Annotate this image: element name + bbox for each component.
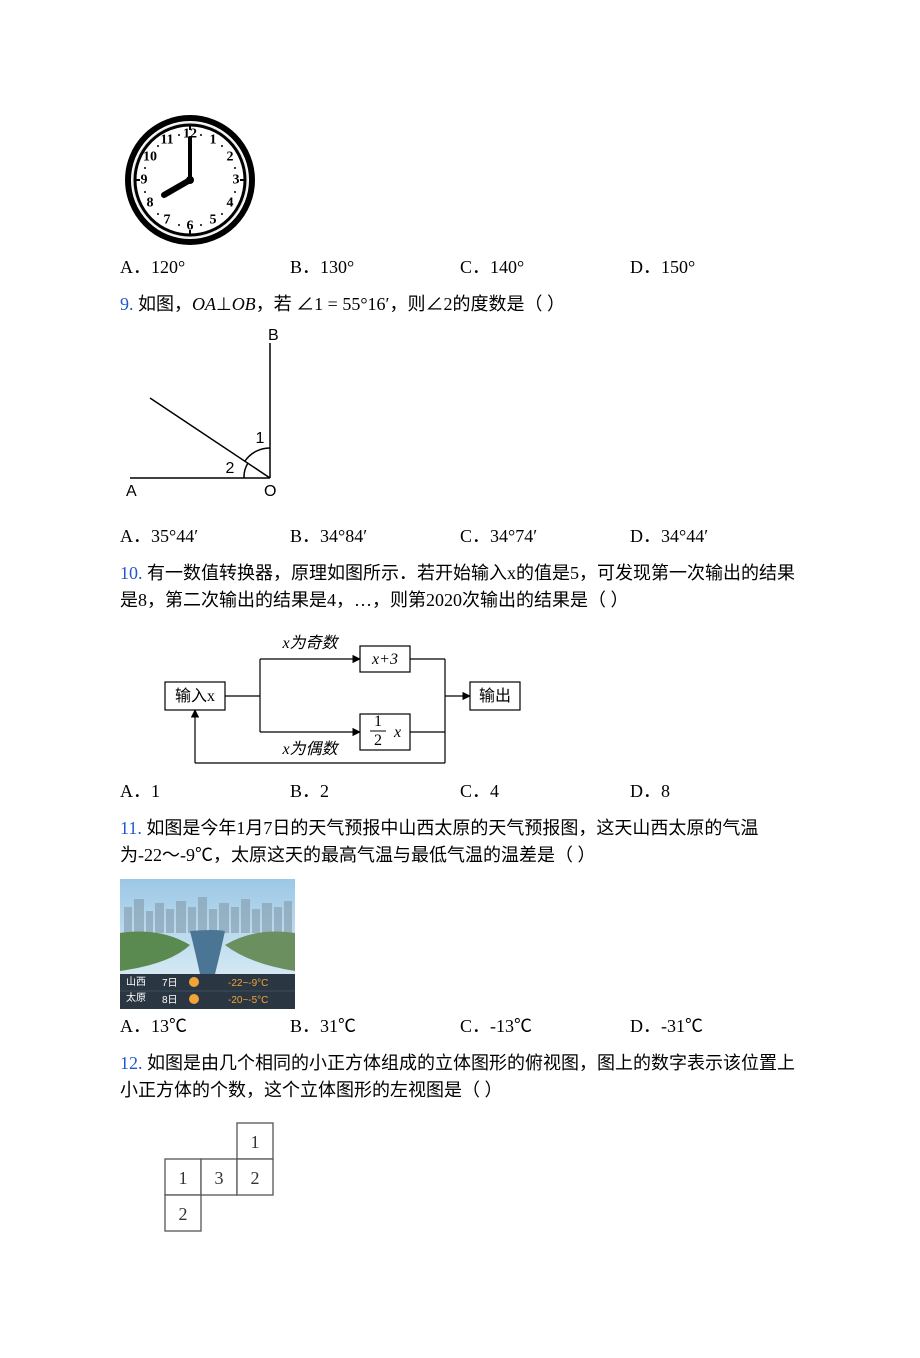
svg-text:3: 3: [215, 1168, 224, 1188]
flow-input-label: 输入x: [175, 687, 215, 705]
q9-label-2: 2: [226, 460, 235, 477]
weather-date2: 8日: [162, 995, 178, 1006]
q8-options: A．120° B．130° C．140° D．150°: [120, 254, 800, 281]
q11-number: 11.: [120, 818, 142, 838]
svg-text:2: 2: [227, 150, 234, 165]
q8-option-b: B．130°: [290, 254, 460, 281]
q9-part3: OB: [232, 294, 256, 314]
q10-option-d: D．8: [630, 778, 800, 805]
flowchart-figure: 输入x x为奇数 x+3 x为偶数 1 2 x 输出: [160, 628, 530, 768]
flow-output-label: 输出: [479, 687, 511, 705]
q11-option-b: B．31℃: [290, 1013, 460, 1040]
q10-option-b: B．2: [290, 778, 460, 805]
q9-part0: 如图，: [138, 294, 192, 314]
q8-option-d: D．150°: [630, 254, 800, 281]
q12-text: 12. 如图是由几个相同的小正方体组成的立体图形的俯视图，图上的数字表示该位置上…: [120, 1050, 800, 1104]
svg-text:1: 1: [210, 133, 217, 148]
flow-even-den: 2: [374, 732, 382, 749]
weather-city1: 山西: [126, 976, 146, 988]
q8-option-c: C．140°: [460, 254, 630, 281]
weather-temp2: -20~-5°C: [228, 995, 268, 1006]
weather-temp1: -22~-9°C: [228, 978, 268, 989]
q9-text: 9. 如图，OA⊥OB，若 ∠1 = 55°16′，则∠2的度数是（ ）: [120, 291, 800, 318]
q10-options: A．1 B．2 C．4 D．8: [120, 778, 800, 805]
svg-text:2: 2: [179, 1204, 188, 1224]
angle-figure: B 1 2 A O: [120, 328, 320, 503]
q11-option-d: D．-31℃: [630, 1013, 800, 1040]
q10-text: 10. 有一数值转换器，原理如图所示．若开始输入x的值是5，可发现第一次输出的结…: [120, 560, 800, 614]
q12-body: 如图是由几个相同的小正方体组成的立体图形的俯视图，图上的数字表示该位置上小正方体…: [120, 1053, 795, 1100]
q11-option-c: C．-13℃: [460, 1013, 630, 1040]
q9-option-d: D．34°44′: [630, 523, 800, 550]
flow-odd-op: x+3: [371, 651, 398, 668]
weather-figure: 山西 太原 7日 -22~-9°C 8日 -20~-5°C: [120, 879, 295, 1009]
q9-option-b: B．34°84′: [290, 523, 460, 550]
svg-text:9: 9: [141, 173, 148, 188]
q9-label-A: A: [126, 483, 137, 500]
q10-body: 有一数值转换器，原理如图所示．若开始输入x的值是5，可发现第一次输出的结果是8，…: [120, 563, 795, 610]
q11-option-a: A．13℃: [120, 1013, 290, 1040]
svg-text:3: 3: [233, 173, 240, 188]
svg-text:11: 11: [160, 133, 173, 148]
svg-text:10: 10: [143, 150, 157, 165]
q9-number: 9.: [120, 294, 134, 314]
q9-options: A．35°44′ B．34°84′ C．34°74′ D．34°44′: [120, 523, 800, 550]
q9-part5: ∠1 = 55°16′: [296, 294, 389, 314]
clock-figure: 12 1 2 3 4 5 6 7 8 9 10 11: [120, 110, 260, 250]
q12-number: 12.: [120, 1053, 143, 1073]
q9-label-1: 1: [256, 430, 265, 447]
weather-city2: 太原: [126, 991, 146, 1004]
q10-number: 10.: [120, 563, 143, 583]
flow-even-label: x为偶数: [281, 740, 339, 758]
svg-text:5: 5: [210, 213, 217, 228]
topview-figure: 1 1 3 2 2: [160, 1118, 290, 1248]
svg-text:2: 2: [251, 1168, 260, 1188]
q11-options: A．13℃ B．31℃ C．-13℃ D．-31℃: [120, 1013, 800, 1040]
q9-label-B: B: [268, 328, 279, 344]
svg-text:4: 4: [227, 196, 234, 211]
weather-date1: 7日: [162, 978, 178, 989]
q9-option-a: A．35°44′: [120, 523, 290, 550]
q11-body: 如图是今年1月7日的天气预报中山西太原的天气预报图，这天山西太原的气温为-22～…: [120, 818, 758, 865]
svg-text:8: 8: [147, 196, 154, 211]
q9-part6: ，则∠2的度数是（ ）: [389, 294, 565, 314]
flow-even-x: x: [393, 724, 401, 741]
q9-option-c: C．34°74′: [460, 523, 630, 550]
q9-part1: OA: [192, 294, 216, 314]
q10-option-a: A．1: [120, 778, 290, 805]
q10-option-c: C．4: [460, 778, 630, 805]
flow-even-num: 1: [374, 713, 382, 730]
q9-label-O: O: [264, 483, 276, 500]
q9-part2: ⊥: [216, 294, 232, 314]
svg-text:1: 1: [251, 1132, 260, 1152]
flow-odd-label: x为奇数: [281, 634, 339, 652]
svg-text:7: 7: [164, 213, 171, 228]
q11-text: 11. 如图是今年1月7日的天气预报中山西太原的天气预报图，这天山西太原的气温为…: [120, 815, 800, 869]
q8-option-a: A．120°: [120, 254, 290, 281]
q9-part4: ，若: [256, 294, 297, 314]
svg-text:1: 1: [179, 1168, 188, 1188]
